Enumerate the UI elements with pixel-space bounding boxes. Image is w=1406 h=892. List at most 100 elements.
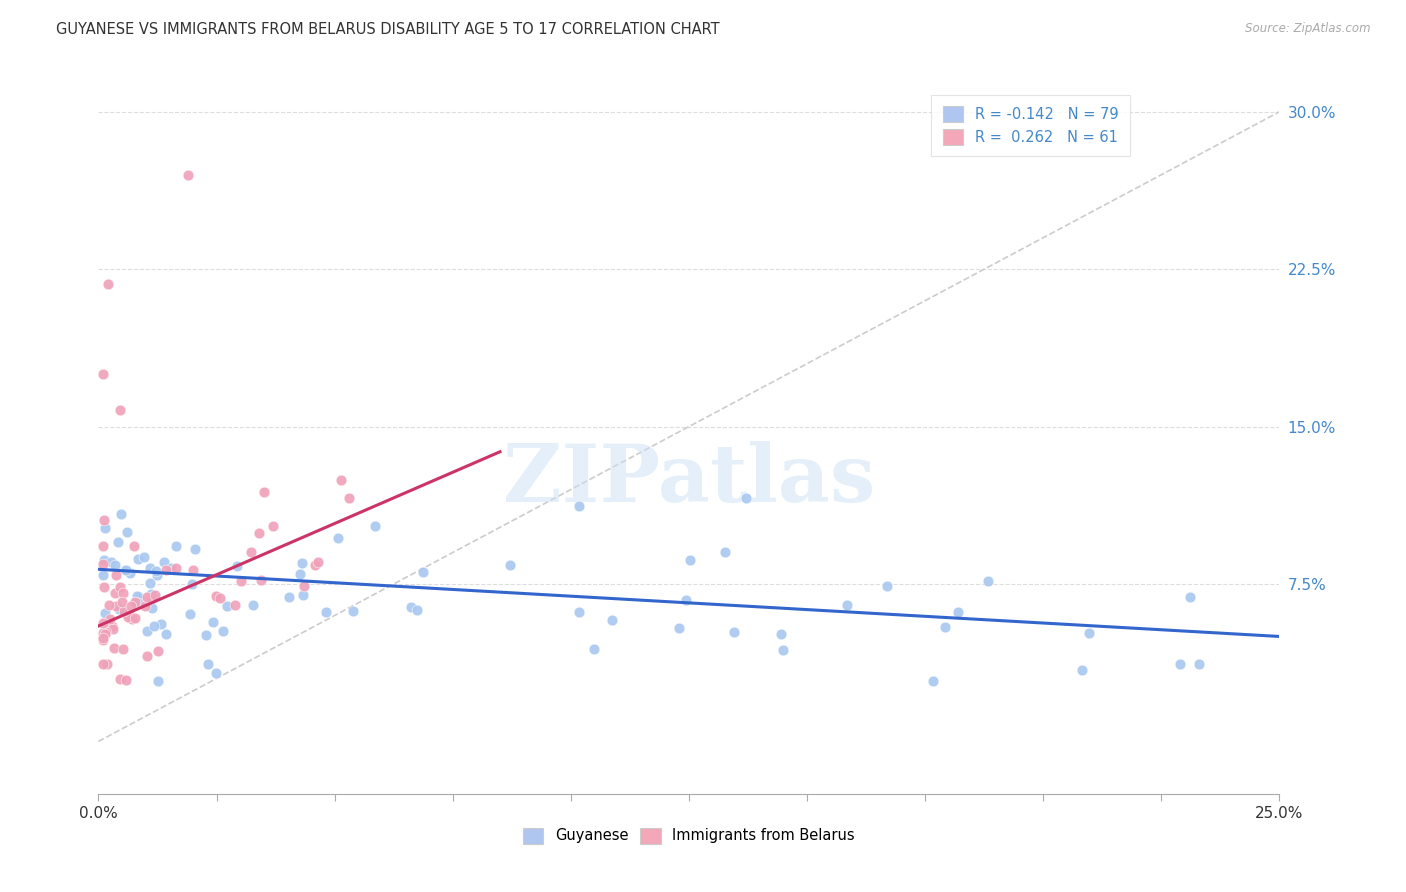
Point — [288, 566, 311, 581]
Point — [250, 573, 273, 587]
Point — [127, 596, 149, 610]
Point — [132, 549, 155, 564]
Point — [124, 595, 146, 609]
Point — [120, 566, 142, 581]
Point — [104, 586, 127, 600]
Point — [307, 555, 329, 569]
Point — [104, 599, 127, 613]
Point — [138, 561, 160, 575]
Point — [224, 598, 246, 612]
Point — [181, 562, 204, 576]
Point — [582, 642, 605, 657]
Point — [723, 625, 745, 640]
Point — [197, 657, 219, 672]
Point — [1188, 657, 1211, 672]
Point — [208, 591, 231, 605]
Point — [770, 627, 793, 641]
Point — [91, 633, 114, 648]
Point — [195, 628, 218, 642]
Point — [142, 619, 165, 633]
Point — [337, 491, 360, 506]
Text: GUYANESE VS IMMIGRANTS FROM BELARUS DISABILITY AGE 5 TO 17 CORRELATION CHART: GUYANESE VS IMMIGRANTS FROM BELARUS DISA… — [56, 22, 720, 37]
Point — [153, 556, 176, 570]
Point — [128, 590, 150, 604]
Point — [1168, 657, 1191, 672]
Text: Source: ZipAtlas.com: Source: ZipAtlas.com — [1246, 22, 1371, 36]
Point — [155, 627, 177, 641]
Point — [921, 673, 943, 688]
Point — [166, 539, 188, 553]
Point — [103, 640, 125, 655]
Text: ZIPatlas: ZIPatlas — [503, 441, 875, 519]
Point — [568, 500, 591, 514]
Point — [181, 577, 204, 591]
Point — [91, 568, 114, 582]
Point — [277, 590, 299, 604]
Point — [342, 604, 364, 618]
Point — [262, 518, 284, 533]
Point — [122, 539, 145, 553]
Point — [498, 558, 520, 572]
Point — [304, 558, 326, 572]
Point — [104, 558, 127, 573]
Point — [111, 595, 134, 609]
Point — [117, 610, 139, 624]
Point — [101, 619, 124, 633]
Point — [315, 605, 337, 619]
Point — [600, 613, 623, 627]
Point — [231, 574, 253, 588]
Point — [115, 673, 138, 687]
Point — [97, 277, 120, 291]
Point — [159, 561, 181, 575]
Point — [291, 588, 314, 602]
Point — [668, 621, 690, 635]
Point — [112, 641, 135, 656]
Point — [1071, 663, 1094, 677]
Point — [165, 560, 187, 574]
Point — [1178, 591, 1201, 605]
Point — [253, 485, 276, 500]
Point — [127, 551, 149, 566]
Point — [120, 599, 142, 613]
Point — [155, 564, 177, 578]
Point — [205, 665, 228, 680]
Point — [225, 559, 247, 574]
Point — [146, 568, 169, 582]
Point — [93, 512, 115, 526]
Point — [247, 525, 270, 540]
Point — [146, 673, 169, 688]
Point — [111, 585, 134, 599]
Point — [91, 539, 114, 553]
Point — [1078, 626, 1101, 640]
Point — [675, 593, 697, 607]
Point — [145, 564, 167, 578]
Point — [104, 568, 127, 582]
Point — [292, 579, 315, 593]
Point — [91, 657, 114, 671]
Point — [837, 598, 859, 612]
Point — [91, 367, 114, 381]
Point — [91, 631, 114, 645]
Point — [136, 624, 159, 639]
Point — [108, 402, 131, 417]
Point — [91, 626, 114, 640]
Point — [94, 606, 117, 620]
Point — [179, 607, 201, 621]
Point — [117, 524, 139, 539]
Point — [91, 616, 114, 631]
Point — [291, 556, 314, 570]
Point — [176, 168, 198, 182]
Point — [141, 601, 163, 615]
Point — [112, 604, 135, 618]
Point — [714, 544, 737, 558]
Point — [124, 611, 146, 625]
Point — [212, 624, 235, 638]
Point — [217, 599, 239, 613]
Point — [202, 615, 225, 629]
Point — [138, 575, 160, 590]
Point — [121, 612, 143, 626]
Point — [139, 591, 162, 606]
Point — [329, 474, 352, 488]
Point — [568, 605, 591, 619]
Point — [143, 588, 166, 602]
